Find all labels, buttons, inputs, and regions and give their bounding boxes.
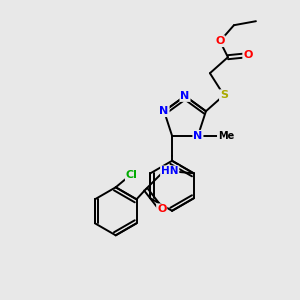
Text: O: O xyxy=(157,204,166,214)
Text: N: N xyxy=(180,91,190,101)
Text: S: S xyxy=(220,90,228,100)
Text: Me: Me xyxy=(218,131,234,141)
Text: O: O xyxy=(215,36,225,46)
Text: Cl: Cl xyxy=(126,170,138,180)
Text: N: N xyxy=(193,131,203,141)
Text: N: N xyxy=(160,106,169,116)
Text: HN: HN xyxy=(161,166,178,176)
Text: O: O xyxy=(243,50,253,60)
